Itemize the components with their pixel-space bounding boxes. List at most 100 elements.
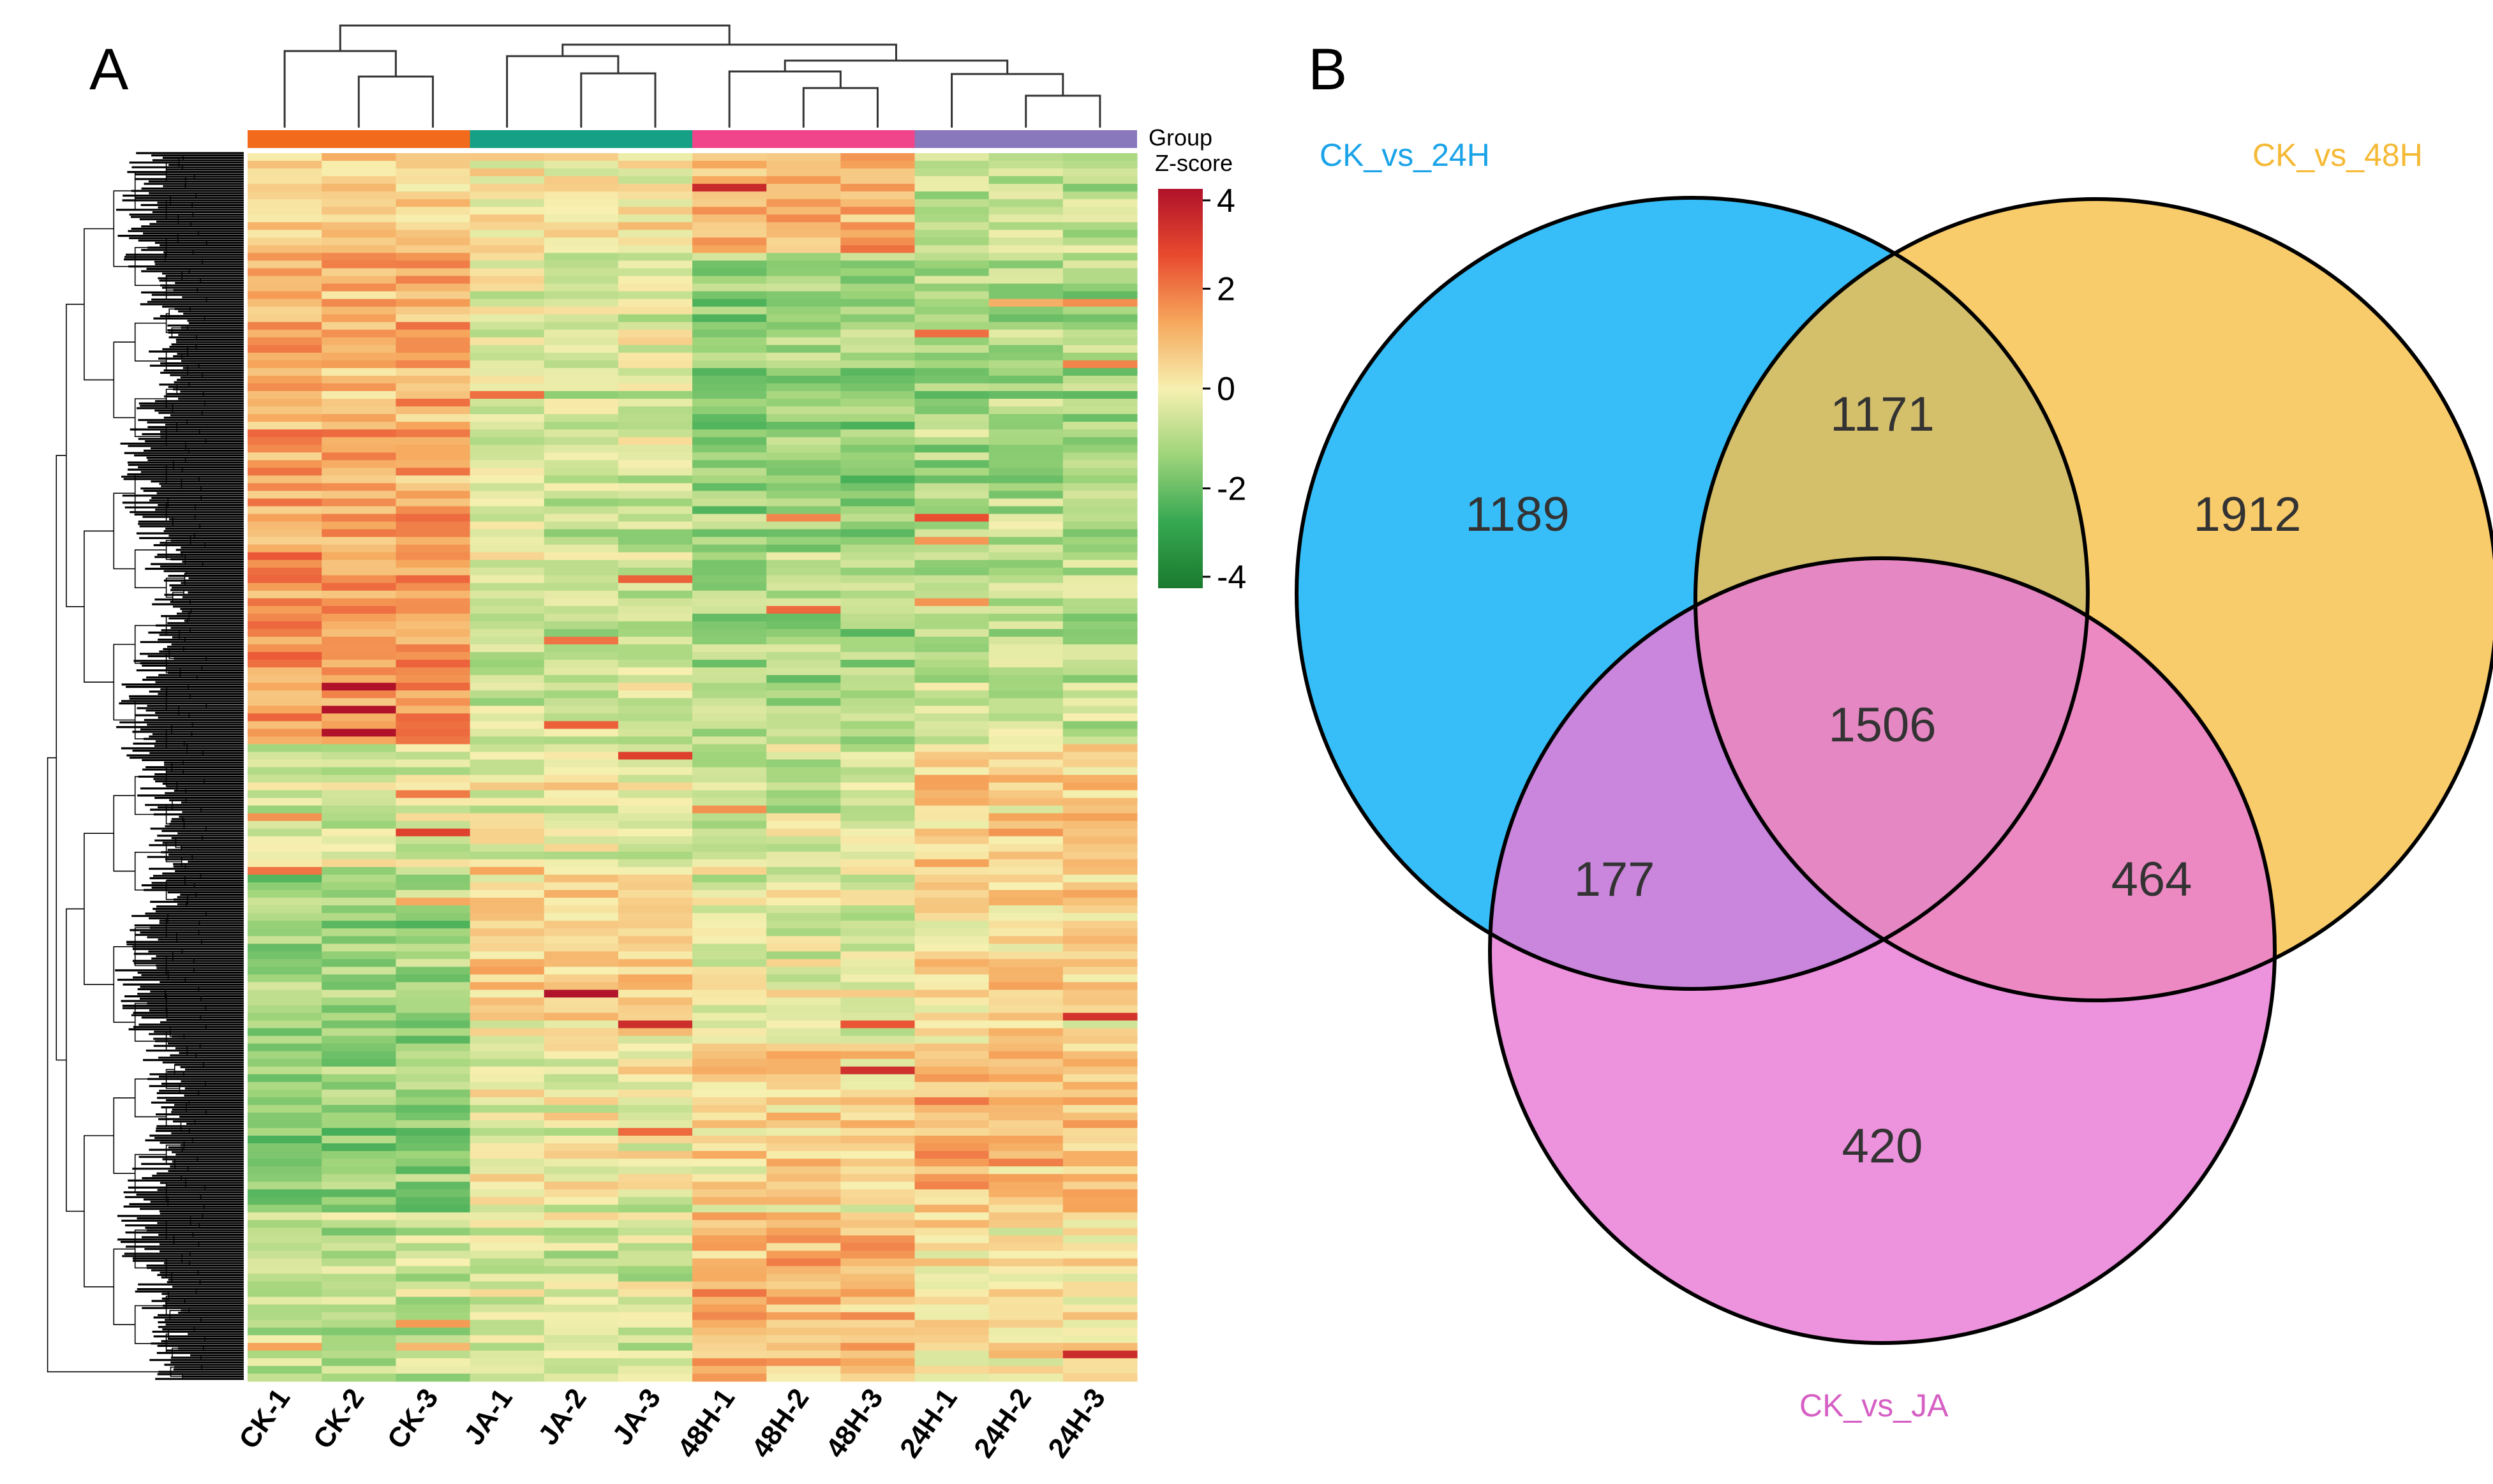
heatmap-cell [396,866,471,875]
heatmap-cell [248,721,322,729]
heatmap-cell [914,928,990,937]
heatmap-cell [396,644,471,653]
heatmap-cell [988,1342,1064,1351]
heatmap-cell [322,790,396,799]
heatmap-cell [988,299,1064,308]
heatmap-cell [914,713,990,722]
heatmap-cell [248,752,322,761]
heatmap-cell [470,698,545,706]
heatmap-cell [840,1342,916,1351]
heatmap-cell [988,437,1064,445]
heatmap-cell [840,1365,916,1374]
heatmap-cell [1062,1212,1138,1221]
heatmap-cell [988,1304,1064,1313]
heatmap-cell [766,1013,841,1021]
heatmap-cell [766,1250,841,1259]
heatmap-cell [840,191,916,200]
heatmap-cell [692,790,767,799]
heatmap-cell [248,936,322,944]
heatmap-cell [470,974,545,983]
heatmap-cell [914,422,990,430]
heatmap-cell [1062,675,1138,683]
heatmap-cell [914,268,990,277]
heatmap-cell [618,1243,693,1252]
heatmap-cell [692,820,767,829]
heatmap-cell [914,329,990,338]
heatmap-cell [470,260,545,269]
heatmap-cell [840,1120,916,1129]
heatmap-cell [914,360,990,369]
heatmap-cell [248,913,322,921]
heatmap-cell [1062,798,1138,806]
dendrogram-link [802,87,879,128]
heatmap-cell [470,445,545,453]
heatmap-cell [396,1035,471,1044]
heatmap-cell [1062,621,1138,630]
heatmap-cell [470,752,545,761]
heatmap-cell [914,521,990,530]
dendrogram-link [951,73,1064,128]
group-bar-segment [692,130,915,148]
heatmap-cell [840,836,916,845]
heatmap-cell [988,636,1064,645]
heatmap-cell [618,322,693,330]
heatmap-cell [544,1043,619,1052]
heatmap-cell [840,782,916,791]
heatmap-cell [322,452,396,461]
heatmap-cell [766,337,841,346]
heatmap-cell [544,690,619,699]
heatmap-cell [544,1159,619,1167]
heatmap-cell [248,667,322,676]
heatmap-cell [618,982,693,991]
heatmap-cell [766,698,841,706]
heatmap-cell [248,1304,322,1313]
heatmap-cell [1062,866,1138,875]
heatmap-cell [988,1350,1064,1359]
heatmap-cell [618,1266,693,1275]
heatmap-cell [618,628,693,637]
heatmap-cell [914,1235,990,1244]
heatmap-cell [396,337,471,346]
heatmap-cell [1062,1005,1138,1014]
heatmap-cell [988,1205,1064,1213]
heatmap-cell [322,974,396,983]
heatmap-cell [988,414,1064,422]
heatmap-cell [544,675,619,683]
heatmap-cell [840,898,916,906]
heatmap-cell [914,1043,990,1052]
heatmap-cell [1062,782,1138,791]
heatmap-cell [618,168,693,177]
heatmap-cell [618,329,693,338]
heatmap-cell [322,683,396,691]
heatmap-cell [470,636,545,645]
heatmap-cell [914,176,990,184]
heatmap-cell [396,1066,471,1075]
heatmap-cell [396,928,471,937]
heatmap-cell [322,422,396,430]
heatmap-cell [396,951,471,960]
heatmap-cell [692,1189,767,1198]
heatmap-cell [840,299,916,308]
heatmap-cell [914,798,990,806]
heatmap-cell [1062,445,1138,453]
heatmap-cell [766,805,841,814]
heatmap-cell [692,775,767,783]
heatmap-cell [914,575,990,584]
venn-fills [1297,198,2493,1343]
heatmap-cell [396,322,471,330]
heatmap-cell [544,168,619,177]
heatmap-cell [618,1028,693,1037]
heatmap-cell [618,268,693,277]
heatmap-cell [766,636,841,645]
heatmap-cell [766,184,841,192]
heatmap-cell [618,176,693,184]
heatmap-cell [396,1166,471,1175]
heatmap-cell [396,575,471,584]
heatmap-cell [470,1312,545,1321]
heatmap-cell [840,253,916,262]
heatmap-cell [766,598,841,607]
heatmap-cell [1062,1342,1138,1351]
heatmap-cell [618,491,693,500]
heatmap-cell [692,898,767,906]
heatmap-cell [470,184,545,192]
